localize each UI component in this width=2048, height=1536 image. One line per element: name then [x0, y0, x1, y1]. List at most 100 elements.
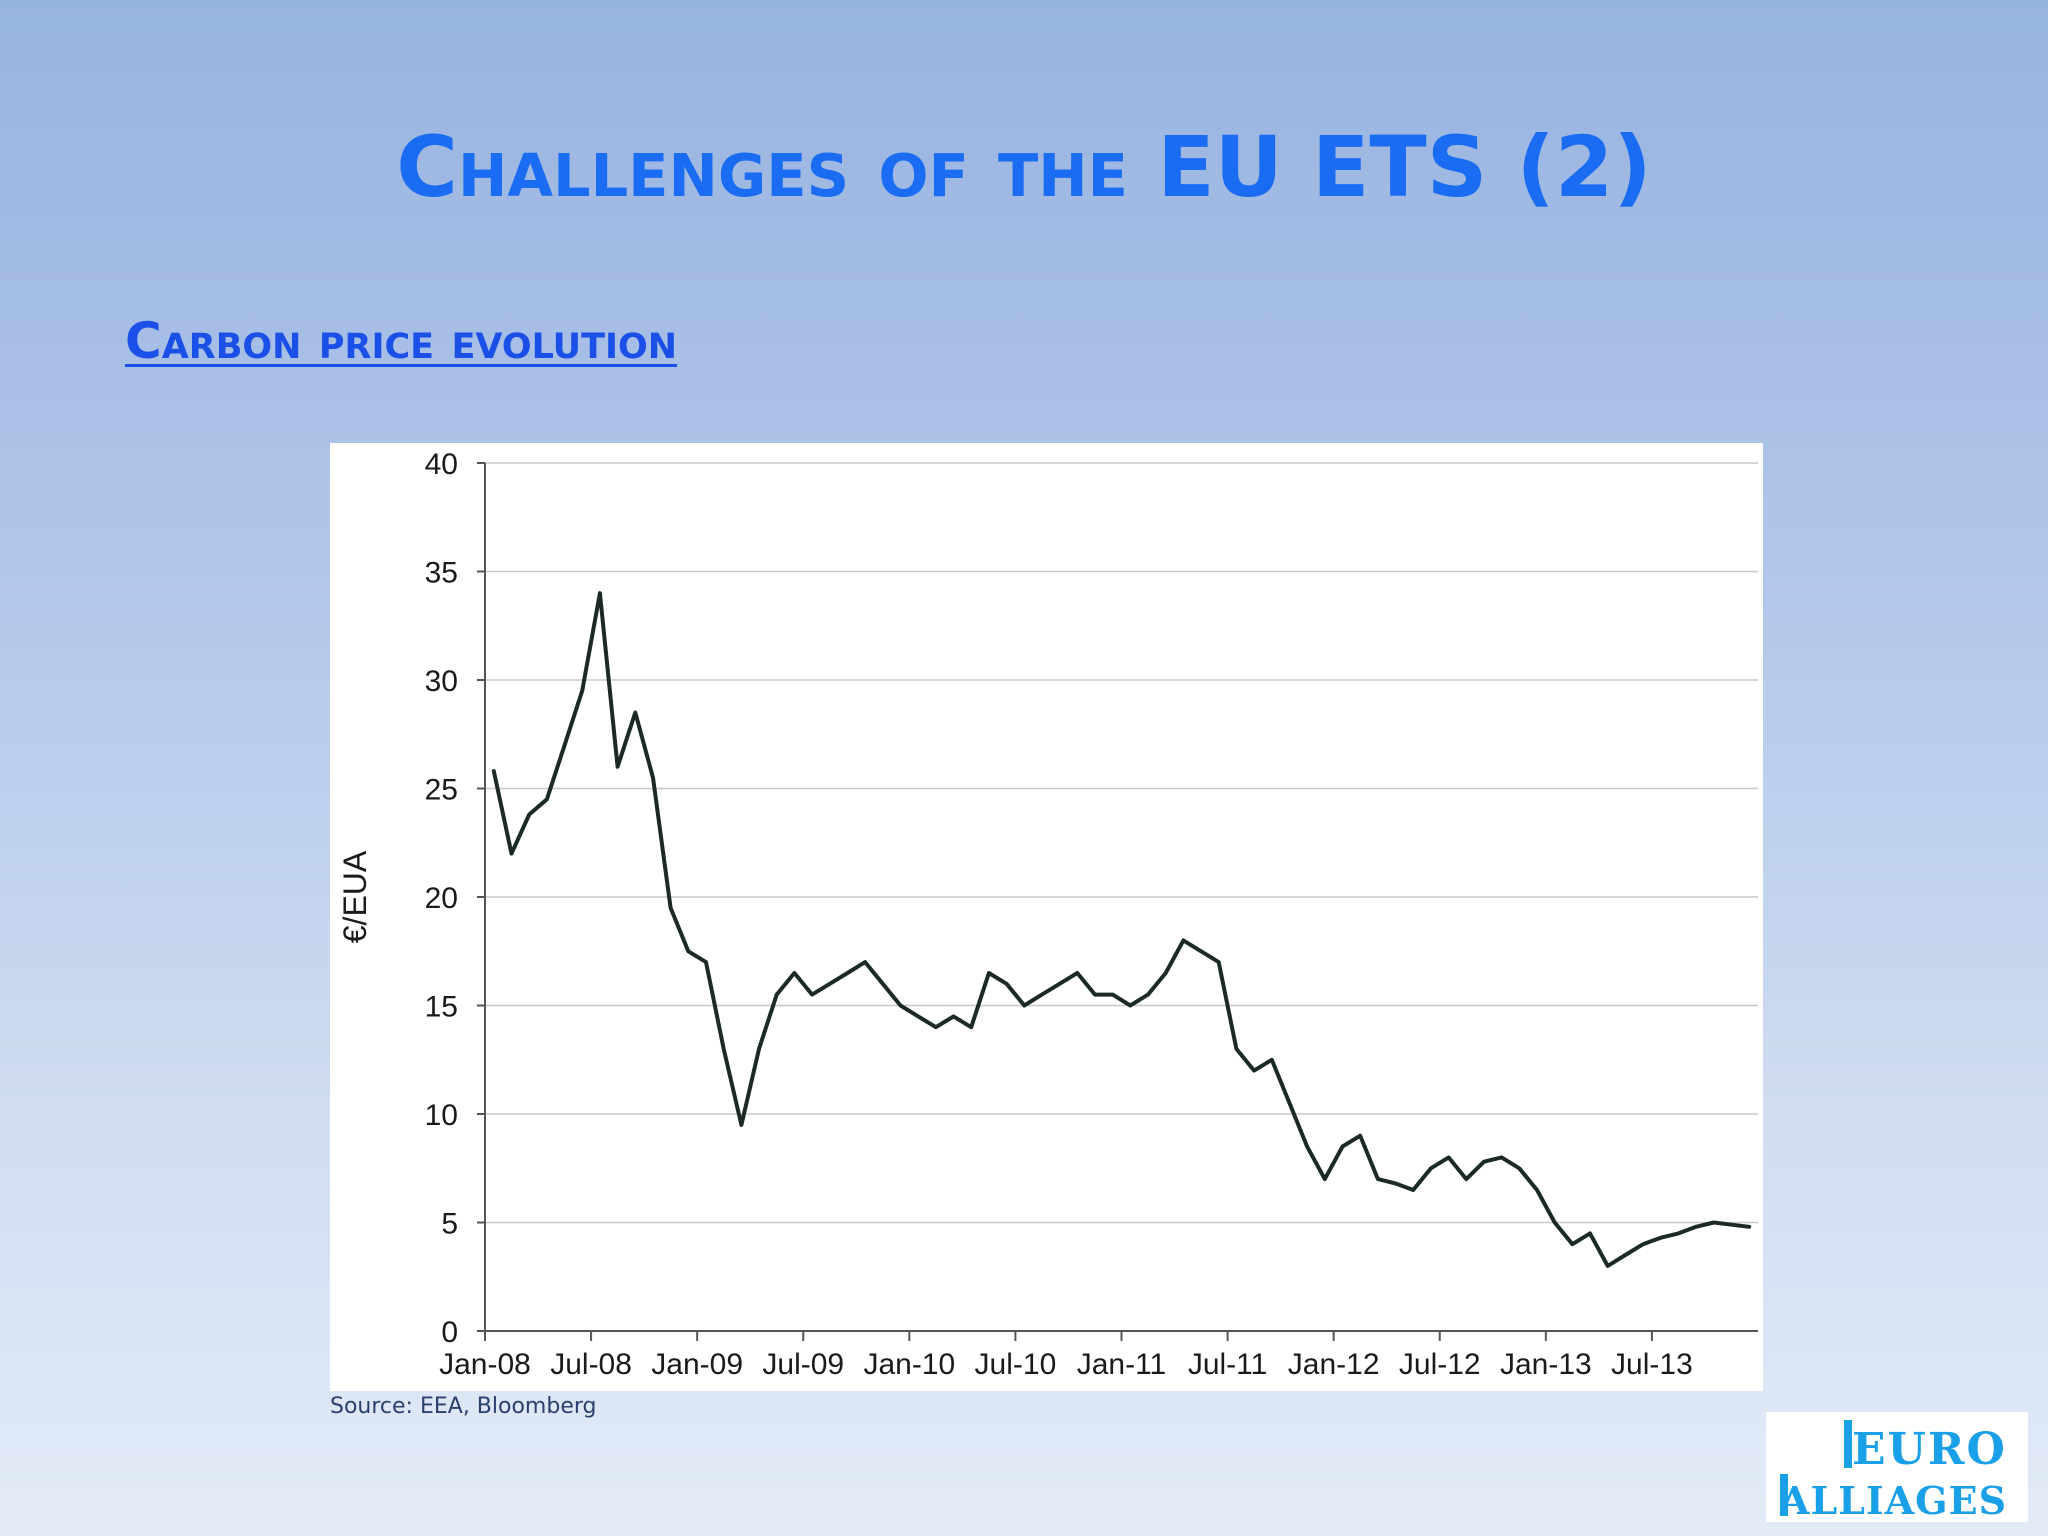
- data-point: [1199, 949, 1203, 953]
- data-point: [1447, 1155, 1451, 1159]
- data-point: [1022, 1004, 1026, 1007]
- data-point: [1553, 1221, 1557, 1224]
- data-point: [987, 971, 991, 975]
- x-tick-label: Jul-09: [762, 1348, 844, 1381]
- data-point: [1128, 1004, 1132, 1007]
- slide-title: Challenges of the EU ETS (2): [396, 118, 1652, 216]
- logo-text-euro: EURO: [1852, 1424, 2007, 1475]
- data-point: [510, 852, 513, 856]
- data-point: [1535, 1188, 1539, 1192]
- data-point: [1164, 971, 1168, 975]
- data-point: [1570, 1242, 1574, 1246]
- data-point: [1500, 1155, 1504, 1159]
- data-point: [1111, 993, 1115, 997]
- x-tick-label: Jul-10: [975, 1348, 1057, 1381]
- source-note: Source: EEA, Bloomberg: [330, 1394, 597, 1419]
- data-point: [828, 982, 832, 986]
- data-point: [1694, 1225, 1698, 1229]
- data-point: [651, 776, 655, 780]
- data-point: [1146, 993, 1150, 997]
- y-tick-label: 5: [441, 1208, 458, 1241]
- data-point: [1376, 1177, 1380, 1181]
- x-tick-label: Jan-08: [439, 1348, 531, 1381]
- data-point: [1323, 1177, 1327, 1181]
- data-point: [1217, 960, 1221, 964]
- data-point: [1588, 1231, 1592, 1235]
- data-point: [1075, 971, 1079, 975]
- y-tick-label: 40: [425, 448, 458, 481]
- x-tick-label: Jan-11: [1077, 1348, 1167, 1381]
- data-point: [1464, 1177, 1468, 1181]
- data-point: [1623, 1253, 1627, 1257]
- data-point: [1005, 982, 1009, 986]
- data-point: [1358, 1134, 1362, 1138]
- data-point: [739, 1123, 743, 1127]
- data-point: [1234, 1047, 1238, 1051]
- x-tick-label: Jul-12: [1399, 1348, 1481, 1381]
- carbon-price-chart: 0 5 10 15 20 25 30 35 40 Jan-08 Jul-08 Jan-09 Jul-09…: [337, 448, 1758, 1381]
- data-point: [969, 1025, 973, 1029]
- data-point: [1712, 1221, 1716, 1224]
- data-point: [1641, 1242, 1645, 1246]
- section-subtitle: Carbon price evolution: [125, 312, 678, 370]
- data-point: [934, 1025, 938, 1029]
- data-point: [1394, 1181, 1397, 1185]
- data-point: [1676, 1231, 1680, 1235]
- data-point: [492, 769, 496, 773]
- x-tick-label: Jul-13: [1611, 1348, 1693, 1381]
- euro-alliages-logo: EURO ALLIAGES: [1766, 1412, 2028, 1523]
- data-point: [1058, 982, 1062, 986]
- data-point: [881, 982, 885, 986]
- data-point: [686, 949, 690, 953]
- data-point: [527, 813, 531, 816]
- data-point: [1606, 1264, 1610, 1268]
- data-point: [722, 1047, 726, 1051]
- data-point: [1659, 1236, 1663, 1240]
- y-tick-label: 35: [425, 557, 458, 590]
- data-point: [1482, 1160, 1486, 1164]
- data-point: [952, 1014, 955, 1018]
- data-point: [916, 1014, 920, 1018]
- data-point: [598, 591, 602, 595]
- data-point: [616, 765, 620, 769]
- data-point: [810, 993, 814, 997]
- data-point: [899, 1004, 902, 1007]
- y-tick-label: 10: [425, 1099, 458, 1132]
- x-tick-label: Jan-10: [863, 1348, 955, 1381]
- y-tick-label: 30: [425, 665, 458, 698]
- data-point: [545, 797, 549, 801]
- data-point: [846, 971, 849, 975]
- data-point: [1411, 1188, 1415, 1192]
- data-point: [1181, 938, 1185, 942]
- logo-graphic: EURO ALLIAGES: [1779, 1420, 2007, 1523]
- data-point: [1730, 1223, 1733, 1227]
- chart-panel: 0 5 10 15 20 25 30 35 40 Jan-08 Jul-08 Jan-09 Jul-09…: [330, 443, 1763, 1391]
- x-tick-label: Jul-11: [1188, 1348, 1267, 1381]
- x-tick-label: Jan-13: [1500, 1348, 1592, 1381]
- y-tick-label: 20: [425, 882, 458, 915]
- y-tick-label: 25: [425, 774, 458, 807]
- data-point: [775, 993, 779, 997]
- y-tick-label: 15: [425, 991, 458, 1024]
- data-point: [1747, 1225, 1751, 1229]
- price-series-line: [491, 591, 1752, 1268]
- data-point: [1341, 1145, 1344, 1148]
- x-tick-label: Jan-09: [651, 1348, 743, 1381]
- data-point: [580, 689, 584, 693]
- x-tick-label: Jan-12: [1288, 1348, 1380, 1381]
- data-point: [1429, 1166, 1433, 1170]
- data-point: [1288, 1101, 1291, 1105]
- data-point: [704, 960, 708, 964]
- data-point: [1040, 993, 1044, 997]
- data-point: [563, 743, 567, 747]
- data-point: [669, 906, 673, 910]
- data-point: [792, 971, 796, 975]
- data-point: [1270, 1058, 1274, 1062]
- data-point: [863, 960, 867, 964]
- data-point: [1305, 1145, 1309, 1148]
- data-point: [1517, 1166, 1521, 1170]
- x-tick-label: Jul-08: [550, 1348, 632, 1381]
- data-point: [633, 711, 637, 714]
- data-point: [1252, 1069, 1256, 1073]
- data-point: [1093, 993, 1097, 997]
